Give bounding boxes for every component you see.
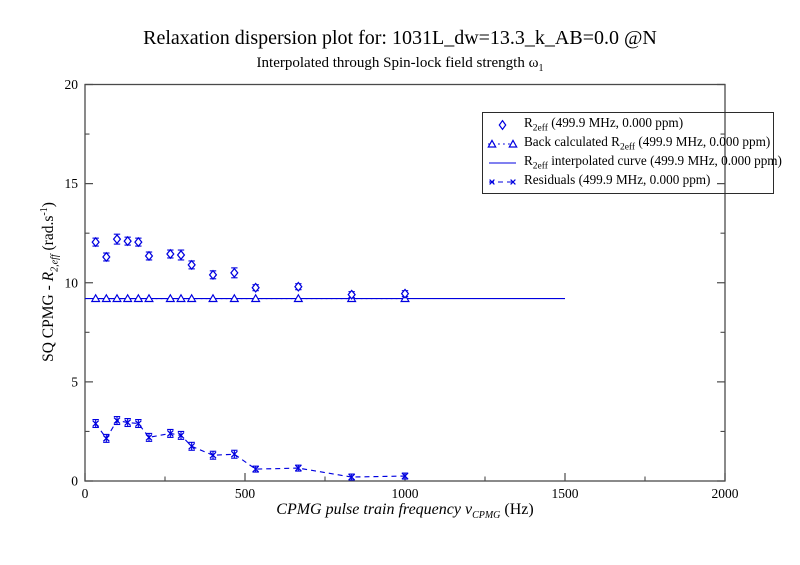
legend-label: R2eff interpolated curve (499.9 MHz, 0.0… [524,153,782,172]
y-tick-label: 20 [65,77,79,92]
legend-item-back-calculated: Back calculated R2eff (499.9 MHz, 0.000 … [487,134,773,153]
plot-subtitle-subscript: 1 [538,63,544,74]
plot-title: Relaxation dispersion plot for: 1031L_dw… [143,27,657,49]
r2eff-point [112,233,122,245]
back-calculated-point [144,293,154,303]
residuals-line [95,419,406,478]
r2eff-point [123,235,132,247]
back-calculated-point [229,293,240,303]
residuals-point [124,419,132,426]
r2eff-point [400,288,410,299]
back-calculated-point [208,293,218,303]
r2eff-point [102,251,111,263]
y-tick-label: 5 [71,374,78,389]
residuals-point [177,431,185,439]
residuals-point [92,420,100,427]
x-tick-label: 500 [235,486,256,501]
r2eff-point [230,267,239,279]
legend-label: Back calculated R2eff (499.9 MHz, 0.000 … [524,134,771,153]
legend-label: Residuals (499.9 MHz, 0.000 ppm) [524,172,711,188]
residuals-point [230,450,238,458]
r2eff-point [251,282,260,293]
residuals-point [166,429,174,437]
y-axis-unit-exponent: -1 [39,207,50,216]
y-axis-unit: (rad.s [40,215,58,255]
back-calculated-point [101,293,112,303]
residuals-point [294,464,302,472]
legend-label: R2eff (499.9 MHz, 0.000 ppm) [524,115,684,134]
x-tick-label: 0 [82,486,89,501]
y-axis-unit-close: ) [40,202,58,208]
legend-box: R2eff (499.9 MHz, 0.000 ppm) Back calcul… [482,112,782,194]
y-axis-label-text: SQ CPMG - [40,281,58,362]
legend-item-r2eff: R2eff (499.9 MHz, 0.000 ppm) [487,115,773,134]
y-tick-label: 15 [65,176,79,191]
residuals-point [252,465,260,473]
r2eff-point [176,249,186,261]
x-axis-symbol-subscript: CPMG [472,510,501,522]
r2eff-point [347,289,356,300]
plot-subtitle: Interpolated through Spin-lock field str… [0,55,800,74]
residuals-point [134,420,142,427]
triangle-dotted-line-icon [487,138,518,148]
r2eff-point [208,269,218,281]
solid-line-icon [489,161,516,164]
x-axis-label: CPMG pulse train frequency νCPMG (Hz) [85,501,725,521]
y-tick-label: 0 [71,474,78,489]
x-dashed-line-icon [489,178,516,185]
legend-item-residuals: Residuals (499.9 MHz, 0.000 ppm) [487,172,773,191]
back-calculated-point [186,293,197,303]
x-tick-label: 2000 [712,486,739,501]
residuals-point [113,417,121,424]
x-axis-label-text: CPMG pulse train frequency ν [276,501,473,518]
residuals-point [145,433,153,441]
x-axis-unit: (Hz) [500,501,534,518]
residuals-point [102,434,110,442]
y-tick-label: 10 [65,275,79,290]
y-axis-symbol: R [40,271,58,282]
back-calculated-point [90,293,101,303]
x-tick-label: 1500 [552,486,579,501]
residuals-point [209,451,217,459]
back-calculated-point [165,293,176,303]
r2eff-point [134,236,143,248]
legend-item-interpolated-curve: R2eff interpolated curve (499.9 MHz, 0.0… [487,153,782,172]
x-tick-label: 1000 [392,486,419,501]
r2eff-point [91,236,100,248]
r2eff-point [144,250,154,262]
y-axis-symbol-subscript: 2,eff [49,254,61,272]
r2eff-point [294,281,303,292]
plot-subtitle-text: Interpolated through Spin-lock field str… [256,55,539,71]
y-axis-label: SQ CPMG - R2,eff (rad.s-1) [39,156,61,408]
residuals-point [188,442,196,450]
residuals-point [401,472,409,480]
residuals-point [348,473,356,481]
back-calculated-point [176,293,186,303]
back-calculated-point [112,293,122,303]
back-calculated-point [122,293,133,303]
diamond-marker-icon [498,119,507,130]
back-calculated-point [250,293,261,303]
r2eff-point [166,248,175,260]
r2eff-point [187,259,196,271]
back-calculated-point [293,293,304,303]
back-calculated-point [133,293,144,303]
